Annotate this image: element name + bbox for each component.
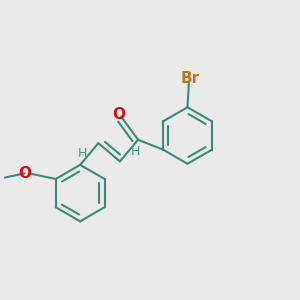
Text: O: O xyxy=(19,166,32,181)
Text: Br: Br xyxy=(180,70,200,86)
Text: H: H xyxy=(131,145,140,158)
Text: H: H xyxy=(78,147,88,160)
Text: O: O xyxy=(112,107,126,122)
